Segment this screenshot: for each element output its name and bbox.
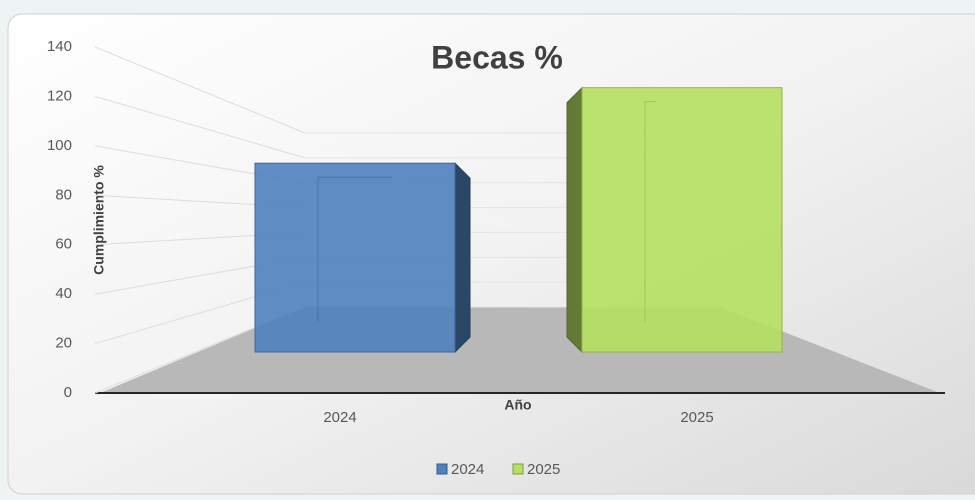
- bar-side: [566, 86, 583, 354]
- bar-inner-edge: [317, 176, 392, 322]
- legend-swatch: [512, 463, 524, 475]
- y-tick-label: 20: [55, 335, 72, 352]
- y-tick-label: 80: [55, 186, 72, 203]
- bar: [581, 87, 783, 353]
- chart-card: [7, 13, 975, 495]
- bar-side: [454, 161, 471, 354]
- y-axis-label: Cumplimiento %: [91, 165, 107, 275]
- y-tick-label: 120: [47, 87, 72, 104]
- y-tick-label: 60: [55, 236, 72, 253]
- legend-label: 2025: [527, 461, 560, 478]
- y-tick-label: 140: [47, 38, 72, 55]
- x-axis-label: Año: [504, 397, 531, 413]
- x-tick-label: 2024: [323, 409, 356, 426]
- grid-line: [94, 95, 306, 159]
- legend-label: 2024: [451, 461, 484, 478]
- bar: [254, 162, 456, 353]
- bar-inner-edge: [644, 101, 656, 322]
- x-tick-label: 2025: [680, 409, 713, 426]
- y-tick-label: 0: [64, 384, 72, 401]
- grid-line: [94, 46, 306, 134]
- chart-title: Becas %: [431, 39, 563, 75]
- legend-swatch: [436, 463, 448, 475]
- y-tick-label: 40: [55, 285, 72, 302]
- y-tick-label: 100: [47, 137, 72, 154]
